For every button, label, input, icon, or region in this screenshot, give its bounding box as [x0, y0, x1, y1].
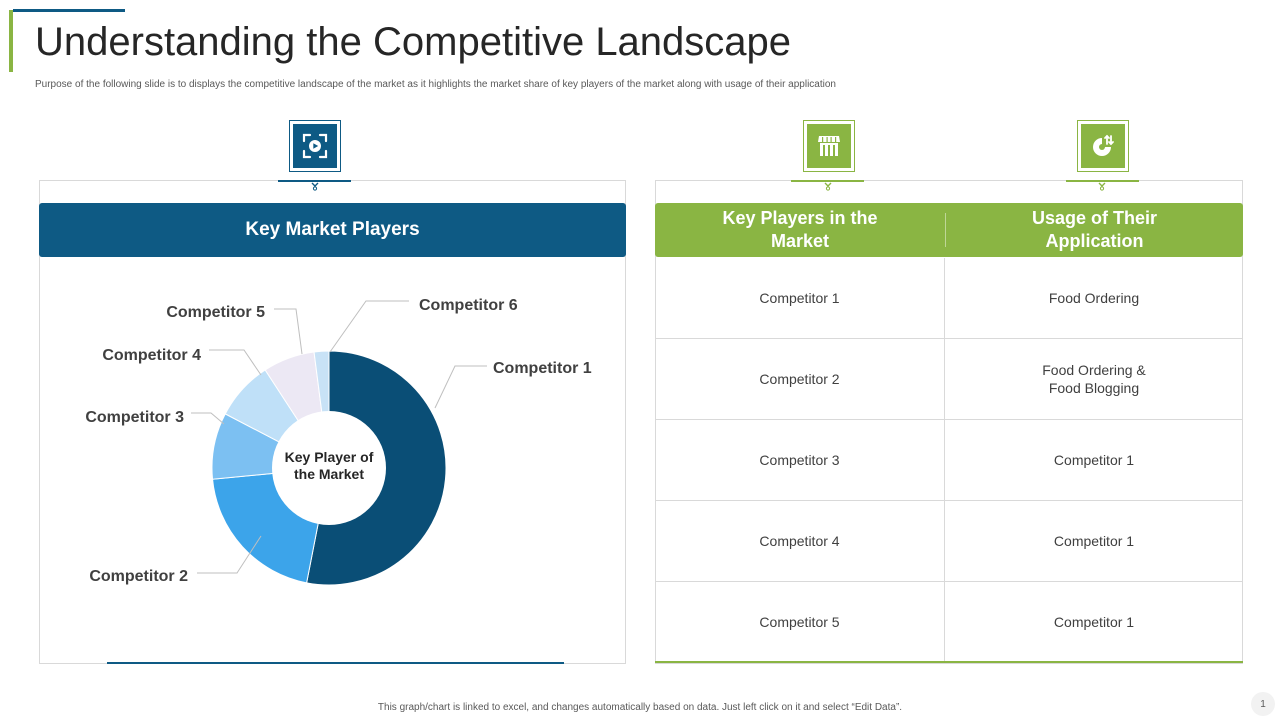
- footer-note: This graph/chart is linked to excel, and…: [377, 702, 903, 713]
- table-cell-usage: Competitor 1: [1053, 533, 1135, 549]
- key-market-players-header: Key Market Players: [39, 203, 626, 257]
- table-cell-usage: Food Ordering & Food Blogging: [1042, 362, 1146, 396]
- table-row: Competitor 5 Competitor 1: [655, 582, 1243, 663]
- table-cell-player: Competitor 1: [655, 258, 945, 338]
- leader-line: [274, 308, 303, 355]
- table-cell-usage: Food Ordering: [1048, 290, 1140, 306]
- slice-label: Competitor 4: [102, 347, 201, 364]
- table-row: Competitor 1 Food Ordering: [655, 258, 1243, 339]
- pie-chart-arrows-icon-box: [1077, 120, 1129, 172]
- table-cell-player: Competitor 2: [655, 339, 945, 419]
- page-title: Understanding the Competitive Landscape: [35, 20, 792, 64]
- header-divider: [945, 213, 946, 247]
- chevron-down-icon: [1098, 182, 1106, 191]
- slice-label: Competitor 6: [419, 297, 518, 314]
- title-accent-bar: [9, 10, 13, 72]
- header-usage: Usage of Their Application: [1031, 208, 1158, 251]
- icon-underline: [791, 180, 864, 182]
- page-subtitle: Purpose of the following slide is to dis…: [35, 79, 836, 90]
- storefront-icon-box: [803, 120, 855, 172]
- leader-line: [197, 535, 262, 574]
- header-key-players: Key Players in the Market: [722, 208, 878, 251]
- donut-center-label-line1: Key Player of: [285, 449, 374, 465]
- leader-line: [434, 365, 487, 409]
- panel-bottom-accent: [107, 662, 564, 664]
- table-cell-player: Competitor 5: [655, 582, 945, 661]
- presentation-icon-box: [289, 120, 341, 172]
- leader-line: [329, 300, 409, 353]
- slice-label: Competitor 3: [85, 409, 184, 426]
- leader-line: [209, 349, 262, 376]
- key-players-table: Competitor 1 Food Ordering Competitor 2 …: [655, 258, 1243, 664]
- table-row: Competitor 3 Competitor 1: [655, 420, 1243, 501]
- storefront-icon: [807, 124, 851, 168]
- presentation-icon: [293, 124, 337, 168]
- icon-underline: [1066, 180, 1139, 182]
- icon-underline: [278, 180, 351, 182]
- leader-line: [191, 412, 225, 425]
- chevron-down-icon: [824, 182, 832, 191]
- table-cell-usage: Competitor 1: [1053, 452, 1135, 468]
- table-cell-player: Competitor 4: [655, 501, 945, 581]
- title-accent-line: [13, 9, 125, 12]
- donut-center-label-line2: the Market: [294, 466, 364, 482]
- key-players-table-panel: [655, 180, 1243, 664]
- table-cell-player: Competitor 3: [655, 420, 945, 500]
- table-row: Competitor 4 Competitor 1: [655, 501, 1243, 582]
- slice-label: Competitor 5: [166, 304, 265, 321]
- key-players-table-header: Key Players in the Market Usage of Their…: [655, 203, 1243, 257]
- market-share-donut-chart: Competitor 1 Competitor 2 Competitor 3 Comp…: [85, 297, 592, 586]
- pie-chart-arrows-icon: [1081, 124, 1125, 168]
- chevron-down-icon: [311, 182, 319, 191]
- slice-label: Competitor 1: [493, 360, 592, 377]
- donut-hole: [272, 411, 386, 525]
- table-row: Competitor 2 Food Ordering & Food Bloggi…: [655, 339, 1243, 420]
- page-number: 1: [1251, 692, 1275, 716]
- table-cell-usage: Competitor 1: [1053, 613, 1135, 630]
- slice-label: Competitor 2: [89, 568, 188, 585]
